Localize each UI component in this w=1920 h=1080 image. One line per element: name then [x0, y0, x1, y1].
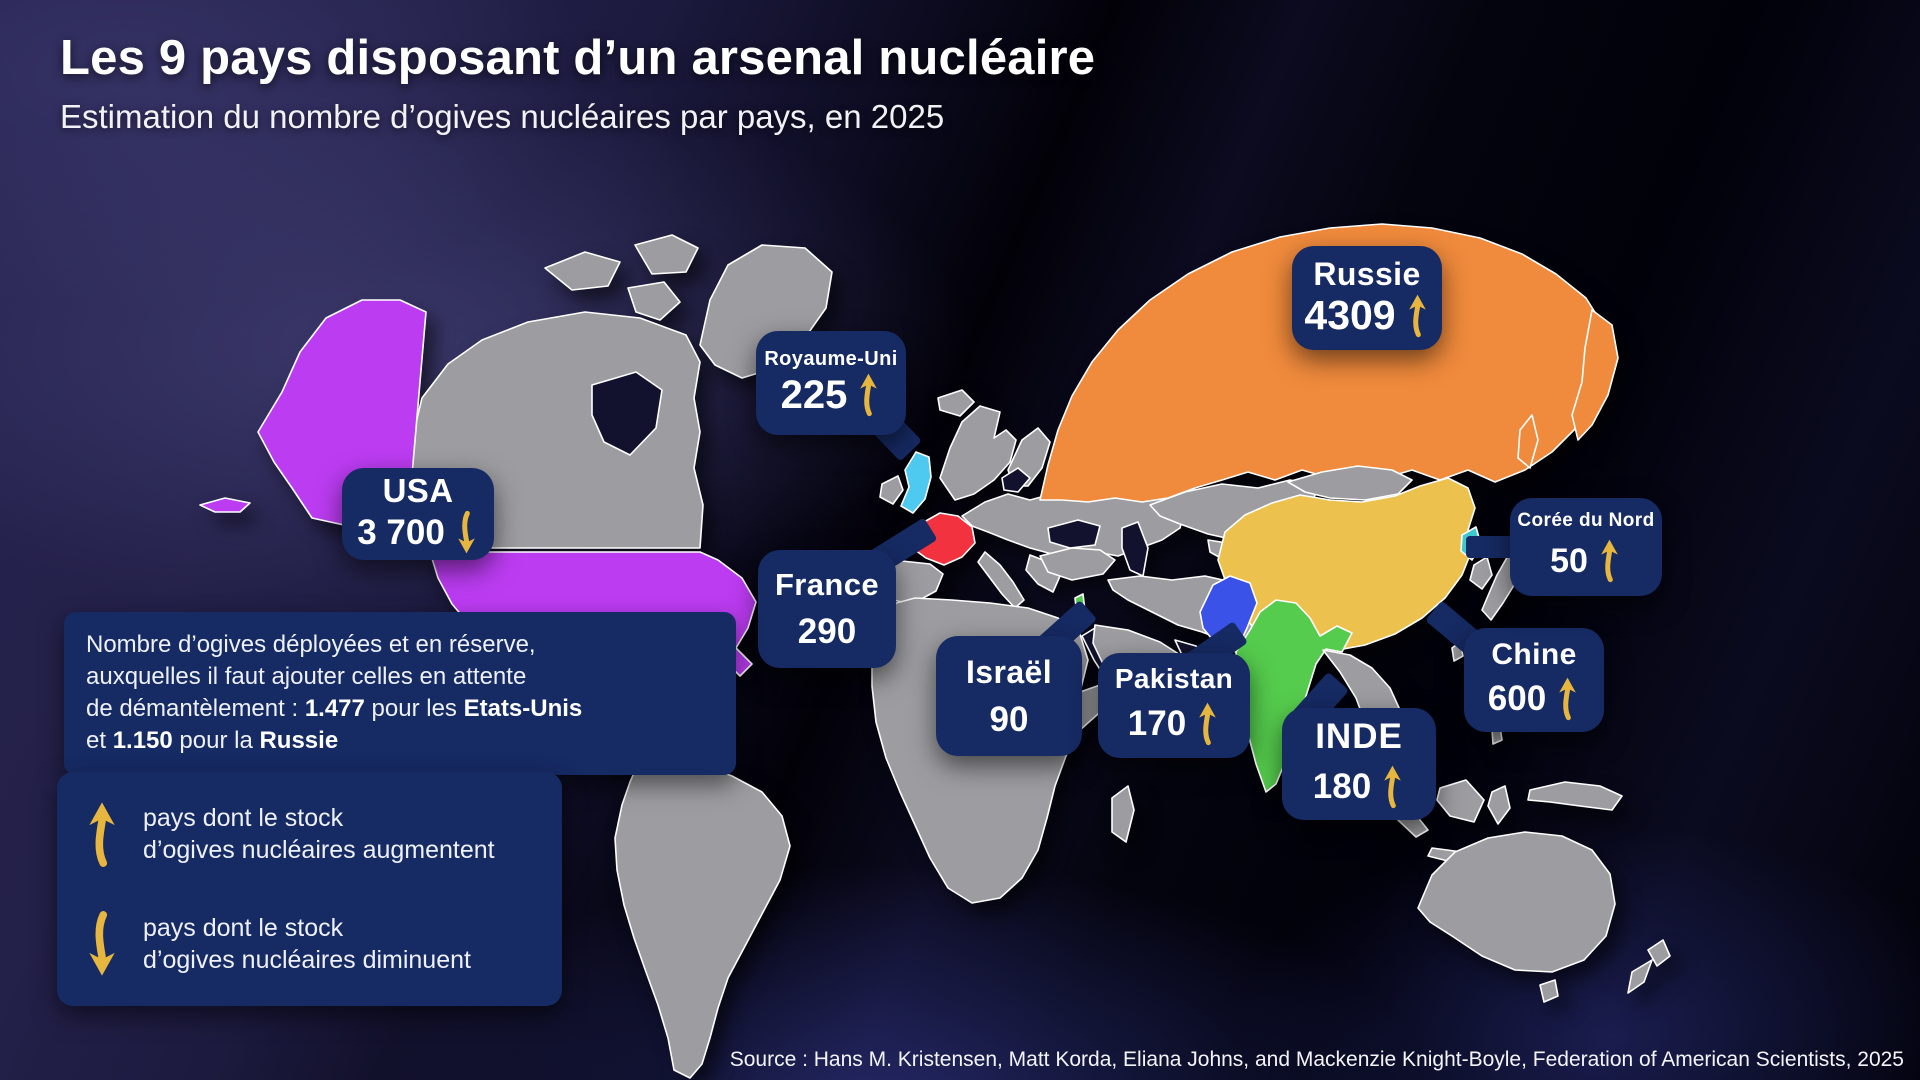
map-region-scandinavia: [939, 405, 1017, 501]
warhead-count: 4309: [1304, 292, 1396, 338]
map-country-usa-aleutians: [199, 497, 251, 513]
country-label-pakistan: Pakistan 170: [1098, 653, 1250, 758]
country-label-royaume-uni: Royaume-Uni 225: [756, 331, 906, 435]
warhead-count: 225: [780, 372, 848, 417]
map-region-mongolia: [1287, 465, 1413, 501]
header: Les 9 pays disposant d’un arsenal nucléa…: [60, 30, 1095, 136]
map-region-italy: [977, 551, 1025, 609]
source-credit: Source : Hans M. Kristensen, Matt Korda,…: [729, 1048, 1904, 1071]
country-label-inde: INDE 180: [1282, 708, 1436, 820]
country-label-chine: Chine 600: [1464, 628, 1604, 732]
map-region-nz-north: [1647, 939, 1671, 967]
legend-up-line-1: pays dont le stock: [143, 803, 344, 832]
country-name: Corée du Nord: [1517, 510, 1655, 531]
country-label-usa: USA 3 700: [342, 468, 494, 560]
map-region-tasmania: [1539, 979, 1559, 1003]
country-name: Russie: [1313, 256, 1421, 292]
warhead-count: 90: [989, 699, 1029, 739]
country-label-israel: Israël 90: [936, 636, 1082, 756]
legend-down-line-2: d’ogives nucléaires diminuent: [143, 946, 471, 974]
map-region-turkey: [1039, 547, 1116, 581]
warhead-count: 50: [1550, 541, 1588, 580]
legend-down-line-1: pays dont le stock: [143, 913, 344, 942]
country-name: INDE: [1315, 717, 1403, 756]
map-region-nz-south: [1627, 959, 1653, 994]
note-line-1: Nombre d’ogives déployées et en réserve,: [86, 631, 536, 658]
map-region-arctic-island-1: [544, 251, 621, 291]
map-country-russie-kamchatka: [1571, 309, 1619, 441]
legend-up-line-2: d’ogives nucléaires augmentent: [143, 836, 495, 864]
country-name: Royaume-Uni: [764, 348, 898, 370]
map-region-hudson-bay: [591, 371, 663, 456]
map-region-baltic-sea: [1001, 467, 1031, 493]
map-region-arctic-island-2: [634, 234, 699, 275]
trend-up-icon: [1384, 765, 1402, 809]
country-name: Pakistan: [1114, 663, 1234, 694]
map-region-iceland: [937, 389, 975, 417]
country-name: Chine: [1491, 637, 1577, 671]
warhead-count: 600: [1487, 678, 1547, 718]
note-box: Nombre d’ogives déployées et en réserve,…: [64, 612, 736, 775]
note-line-4: et: [86, 727, 113, 755]
legend-item-increase: pays dont le stock d’ogives nucléaires a…: [83, 794, 536, 874]
map-country-royaume-uni: [900, 451, 932, 514]
note-line-2: auxquelles il faut ajouter celles en att…: [86, 663, 527, 691]
note-line-3: de démantèlement :: [86, 695, 305, 723]
note-value-russia: 1.150: [112, 727, 173, 755]
country-label-coree-du-nord: Corée du Nord 50: [1510, 498, 1662, 596]
trend-up-icon: [1601, 539, 1618, 583]
country-name: Israël: [965, 653, 1053, 690]
warhead-count: 3 700: [357, 512, 445, 552]
trend-up-icon: [1199, 702, 1217, 746]
trend-up-icon: [860, 373, 878, 417]
map-region-south-korea: [1469, 556, 1493, 590]
country-name: France: [774, 567, 880, 602]
page-title: Les 9 pays disposant d’un arsenal nucléa…: [60, 31, 1096, 85]
country-name: USA: [382, 471, 454, 509]
map-region-black-sea: [1047, 519, 1101, 549]
map-region-ireland: [879, 475, 904, 505]
note-value-usa: 1.477: [304, 695, 365, 723]
label-tail-coree-du-nord: [1466, 536, 1522, 558]
legend-box: pays dont le stock d’ogives nucléaires a…: [57, 772, 562, 1006]
map-region-madagascar: [1111, 785, 1135, 843]
map-country-russie-sakhalin: [1517, 414, 1539, 469]
warhead-count: 170: [1127, 704, 1187, 743]
trend-up-icon: [1408, 294, 1426, 338]
country-label-russie: Russie 4309: [1292, 246, 1442, 350]
trend-up-icon: [1559, 677, 1577, 720]
warhead-count: 290: [797, 612, 857, 651]
page-subtitle: Estimation du nombre d’ogives nucléaires…: [60, 98, 945, 135]
note-country-usa: Etats-Unis: [463, 695, 583, 723]
map-region-new-guinea: [1527, 781, 1623, 811]
map-region-south-america: [614, 757, 791, 1079]
country-label-france: France 290: [758, 550, 896, 668]
map-region-arctic-island-3: [627, 281, 681, 321]
trend-down-icon: [89, 911, 115, 976]
legend-item-decrease: pays dont le stock d’ogives nucléaires d…: [83, 904, 536, 984]
map-region-sulawesi: [1487, 785, 1511, 825]
map-region-borneo: [1436, 779, 1485, 823]
map-region-australia: [1417, 831, 1616, 973]
trend-up-icon: [89, 802, 115, 867]
trend-down-icon: [457, 510, 475, 553]
note-country-russia: Russie: [259, 727, 339, 755]
warhead-count: 180: [1312, 767, 1372, 806]
map-country-inde: [1235, 599, 1353, 793]
